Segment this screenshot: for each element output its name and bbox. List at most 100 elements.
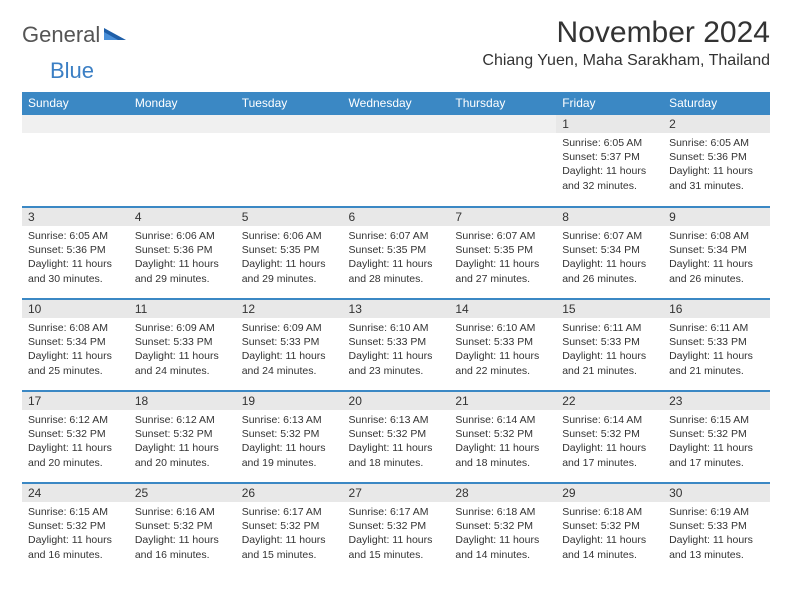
day-details: Sunrise: 6:08 AMSunset: 5:34 PMDaylight:… [22, 318, 129, 382]
day-number: 10 [22, 299, 129, 318]
day-cell: 22Sunrise: 6:14 AMSunset: 5:32 PMDayligh… [556, 391, 663, 483]
day-cell: 19Sunrise: 6:13 AMSunset: 5:32 PMDayligh… [236, 391, 343, 483]
sunrise-text: Sunrise: 6:11 AM [669, 321, 764, 335]
day-details: Sunrise: 6:14 AMSunset: 5:32 PMDaylight:… [449, 410, 556, 474]
day-cell: 14Sunrise: 6:10 AMSunset: 5:33 PMDayligh… [449, 299, 556, 391]
daylight-text: Daylight: 11 hours and 14 minutes. [562, 533, 657, 561]
sunrise-text: Sunrise: 6:15 AM [28, 505, 123, 519]
day-number: 24 [22, 483, 129, 502]
day-number: 19 [236, 391, 343, 410]
day-cell [129, 115, 236, 207]
daylight-text: Daylight: 11 hours and 24 minutes. [135, 349, 230, 377]
sunset-text: Sunset: 5:33 PM [562, 335, 657, 349]
day-number: 9 [663, 207, 770, 226]
day-number: 14 [449, 299, 556, 318]
week-row: 10Sunrise: 6:08 AMSunset: 5:34 PMDayligh… [22, 299, 770, 391]
day-number: 29 [556, 483, 663, 502]
sunrise-text: Sunrise: 6:18 AM [562, 505, 657, 519]
sunset-text: Sunset: 5:37 PM [562, 150, 657, 164]
day-details: Sunrise: 6:09 AMSunset: 5:33 PMDaylight:… [129, 318, 236, 382]
sunrise-text: Sunrise: 6:12 AM [135, 413, 230, 427]
day-number: 5 [236, 207, 343, 226]
sunset-text: Sunset: 5:32 PM [562, 427, 657, 441]
day-cell: 8Sunrise: 6:07 AMSunset: 5:34 PMDaylight… [556, 207, 663, 299]
sunset-text: Sunset: 5:36 PM [28, 243, 123, 257]
day-number: 6 [343, 207, 450, 226]
day-cell [22, 115, 129, 207]
sunrise-text: Sunrise: 6:09 AM [242, 321, 337, 335]
day-details: Sunrise: 6:19 AMSunset: 5:33 PMDaylight:… [663, 502, 770, 566]
sunrise-text: Sunrise: 6:07 AM [455, 229, 550, 243]
day-number: 4 [129, 207, 236, 226]
day-details: Sunrise: 6:09 AMSunset: 5:33 PMDaylight:… [236, 318, 343, 382]
sunset-text: Sunset: 5:34 PM [562, 243, 657, 257]
sunset-text: Sunset: 5:35 PM [349, 243, 444, 257]
day-number: 13 [343, 299, 450, 318]
day-header-row: Sunday Monday Tuesday Wednesday Thursday… [22, 92, 770, 115]
day-cell: 13Sunrise: 6:10 AMSunset: 5:33 PMDayligh… [343, 299, 450, 391]
day-cell: 2Sunrise: 6:05 AMSunset: 5:36 PMDaylight… [663, 115, 770, 207]
daylight-text: Daylight: 11 hours and 29 minutes. [135, 257, 230, 285]
sunrise-text: Sunrise: 6:17 AM [242, 505, 337, 519]
day-number: 3 [22, 207, 129, 226]
sunrise-text: Sunrise: 6:12 AM [28, 413, 123, 427]
sunset-text: Sunset: 5:32 PM [455, 427, 550, 441]
daylight-text: Daylight: 11 hours and 17 minutes. [562, 441, 657, 469]
sunset-text: Sunset: 5:32 PM [669, 427, 764, 441]
day-details: Sunrise: 6:16 AMSunset: 5:32 PMDaylight:… [129, 502, 236, 566]
day-cell: 1Sunrise: 6:05 AMSunset: 5:37 PMDaylight… [556, 115, 663, 207]
sunrise-text: Sunrise: 6:06 AM [242, 229, 337, 243]
day-cell: 21Sunrise: 6:14 AMSunset: 5:32 PMDayligh… [449, 391, 556, 483]
daylight-text: Daylight: 11 hours and 23 minutes. [349, 349, 444, 377]
day-details: Sunrise: 6:13 AMSunset: 5:32 PMDaylight:… [343, 410, 450, 474]
day-cell: 16Sunrise: 6:11 AMSunset: 5:33 PMDayligh… [663, 299, 770, 391]
logo-text-general: General [22, 22, 100, 48]
sunset-text: Sunset: 5:32 PM [349, 427, 444, 441]
title-block: November 2024 Chiang Yuen, Maha Sarakham… [482, 16, 770, 70]
sunrise-text: Sunrise: 6:19 AM [669, 505, 764, 519]
sunset-text: Sunset: 5:32 PM [455, 519, 550, 533]
sunrise-text: Sunrise: 6:14 AM [562, 413, 657, 427]
daylight-text: Daylight: 11 hours and 20 minutes. [135, 441, 230, 469]
daylight-text: Daylight: 11 hours and 27 minutes. [455, 257, 550, 285]
day-number: 23 [663, 391, 770, 410]
sunset-text: Sunset: 5:36 PM [135, 243, 230, 257]
day-cell: 28Sunrise: 6:18 AMSunset: 5:32 PMDayligh… [449, 483, 556, 575]
day-cell: 4 Sunrise: 6:06 AMSunset: 5:36 PMDaylight… [129, 207, 236, 299]
day-cell: 17Sunrise: 6:12 AMSunset: 5:32 PMDayligh… [22, 391, 129, 483]
sunrise-text: Sunrise: 6:09 AM [135, 321, 230, 335]
location: Chiang Yuen, Maha Sarakham, Thailand [482, 52, 770, 70]
daylight-text: Daylight: 11 hours and 30 minutes. [28, 257, 123, 285]
sunset-text: Sunset: 5:32 PM [242, 519, 337, 533]
sunrise-text: Sunrise: 6:13 AM [242, 413, 337, 427]
daylight-text: Daylight: 11 hours and 17 minutes. [669, 441, 764, 469]
sunrise-text: Sunrise: 6:17 AM [349, 505, 444, 519]
daylight-text: Daylight: 11 hours and 18 minutes. [455, 441, 550, 469]
day-number: 8 [556, 207, 663, 226]
sunrise-text: Sunrise: 6:06 AM [135, 229, 230, 243]
day-cell [343, 115, 450, 207]
sunset-text: Sunset: 5:36 PM [669, 150, 764, 164]
month-title: November 2024 [482, 16, 770, 50]
day-details: Sunrise: 6:17 AMSunset: 5:32 PMDaylight:… [343, 502, 450, 566]
day-number: 30 [663, 483, 770, 502]
sunset-text: Sunset: 5:32 PM [135, 427, 230, 441]
week-row: 24Sunrise: 6:15 AMSunset: 5:32 PMDayligh… [22, 483, 770, 575]
day-cell: 7Sunrise: 6:07 AMSunset: 5:35 PMDaylight… [449, 207, 556, 299]
day-cell: 20Sunrise: 6:13 AMSunset: 5:32 PMDayligh… [343, 391, 450, 483]
day-cell: 30Sunrise: 6:19 AMSunset: 5:33 PMDayligh… [663, 483, 770, 575]
day-cell: 25Sunrise: 6:16 AMSunset: 5:32 PMDayligh… [129, 483, 236, 575]
day-details: Sunrise: 6:05 AMSunset: 5:36 PMDaylight:… [663, 133, 770, 197]
week-row: 3Sunrise: 6:05 AMSunset: 5:36 PMDaylight… [22, 207, 770, 299]
sunrise-text: Sunrise: 6:10 AM [349, 321, 444, 335]
daylight-text: Daylight: 11 hours and 15 minutes. [242, 533, 337, 561]
day-cell: 11Sunrise: 6:09 AMSunset: 5:33 PMDayligh… [129, 299, 236, 391]
daylight-text: Daylight: 11 hours and 16 minutes. [28, 533, 123, 561]
sunrise-text: Sunrise: 6:10 AM [455, 321, 550, 335]
sunset-text: Sunset: 5:32 PM [349, 519, 444, 533]
day-details: Sunrise: 6:07 AMSunset: 5:34 PMDaylight:… [556, 226, 663, 290]
sunrise-text: Sunrise: 6:18 AM [455, 505, 550, 519]
sunset-text: Sunset: 5:32 PM [135, 519, 230, 533]
day-number: 21 [449, 391, 556, 410]
day-details: Sunrise: 6:17 AMSunset: 5:32 PMDaylight:… [236, 502, 343, 566]
